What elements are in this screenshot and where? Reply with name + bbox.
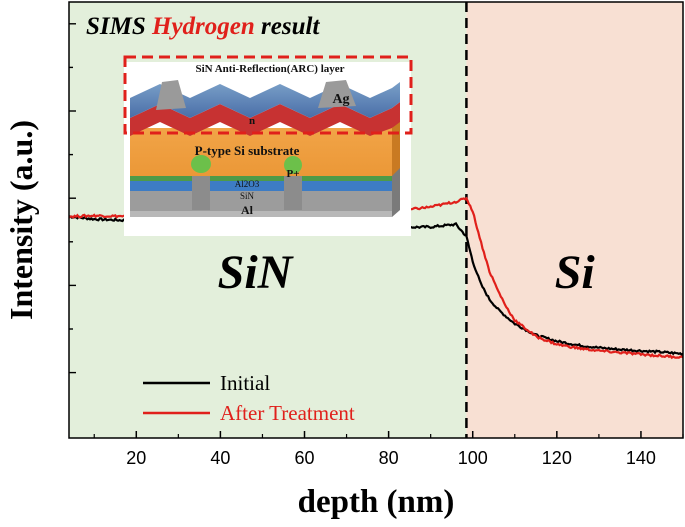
chart-title: SIMS Hydrogen result bbox=[86, 13, 320, 40]
legend-label-initial: Initial bbox=[220, 371, 270, 395]
y-axis-ticks bbox=[69, 23, 76, 374]
inset-label-p-plus: P+ bbox=[287, 168, 300, 180]
region-label-sin: SiN bbox=[218, 246, 295, 299]
inset-label-al: Al bbox=[241, 203, 254, 217]
chart-title-part: Hydrogen bbox=[151, 13, 255, 40]
x-tick-label: 140 bbox=[626, 448, 656, 468]
x-axis-label: depth (nm) bbox=[298, 484, 455, 520]
inset-label-sin: SiN bbox=[240, 191, 255, 201]
inset-title: SiN Anti-Reflection(ARC) layer bbox=[195, 63, 344, 75]
x-tick-label: 20 bbox=[126, 448, 146, 468]
solar-cell-inset: SiN Anti-Reflection(ARC) layer Ag n P-ty… bbox=[123, 55, 413, 236]
legend: Initial After Treatment bbox=[143, 371, 355, 425]
x-tick-label: 100 bbox=[458, 448, 488, 468]
region-si bbox=[466, 2, 683, 438]
x-tick-label: 40 bbox=[210, 448, 230, 468]
inset-label-n: n bbox=[249, 115, 255, 127]
legend-label-after-treatment: After Treatment bbox=[220, 401, 355, 425]
inset-label-ag: Ag bbox=[332, 92, 349, 107]
chart-title-part: result bbox=[255, 13, 321, 40]
x-axis-ticks: 20 40 60 80 100 120 140 bbox=[93, 431, 684, 468]
y-axis-label: Intensity (a.u.) bbox=[3, 120, 39, 320]
inset-label-substrate: P-type Si substrate bbox=[195, 143, 300, 158]
x-tick-label: 120 bbox=[542, 448, 572, 468]
x-tick-label: 80 bbox=[379, 448, 399, 468]
x-tick-label: 60 bbox=[294, 448, 314, 468]
chart-title-part: SIMS bbox=[86, 13, 152, 40]
plot-frame bbox=[68, 1, 684, 439]
region-label-si: Si bbox=[555, 246, 596, 299]
inset-label-al2o3: Al2O3 bbox=[235, 179, 260, 189]
